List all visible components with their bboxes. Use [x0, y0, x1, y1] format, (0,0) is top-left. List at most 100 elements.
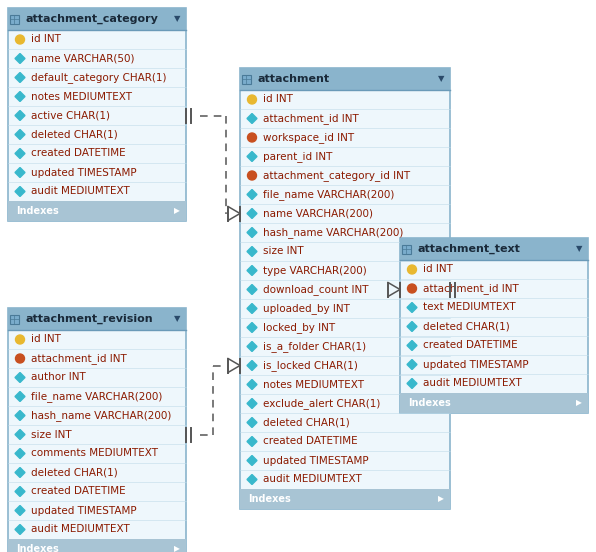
- Text: ▶: ▶: [174, 206, 180, 215]
- Text: text MEDIUMTEXT: text MEDIUMTEXT: [423, 302, 516, 312]
- Text: updated TIMESTAMP: updated TIMESTAMP: [31, 506, 136, 516]
- Bar: [400, 238, 588, 413]
- Text: uploaded_by INT: uploaded_by INT: [263, 303, 350, 314]
- Bar: [10, 14, 18, 24]
- Text: id INT: id INT: [423, 264, 453, 274]
- Text: author INT: author INT: [31, 373, 86, 383]
- Text: download_count INT: download_count INT: [263, 284, 368, 295]
- Polygon shape: [15, 187, 25, 197]
- Polygon shape: [15, 72, 25, 82]
- Text: id INT: id INT: [31, 335, 61, 344]
- Text: name VARCHAR(200): name VARCHAR(200): [263, 209, 373, 219]
- Text: deleted CHAR(1): deleted CHAR(1): [31, 468, 118, 477]
- Polygon shape: [247, 209, 257, 219]
- Text: size INT: size INT: [31, 429, 72, 439]
- Circle shape: [408, 265, 417, 274]
- Polygon shape: [407, 379, 417, 389]
- Polygon shape: [247, 114, 257, 124]
- Text: locked_by INT: locked_by INT: [263, 322, 335, 333]
- Polygon shape: [247, 151, 257, 162]
- Polygon shape: [407, 359, 417, 369]
- Text: ▼: ▼: [437, 75, 444, 83]
- Text: ▼: ▼: [173, 315, 180, 323]
- Polygon shape: [247, 266, 257, 275]
- Text: deleted CHAR(1): deleted CHAR(1): [31, 130, 118, 140]
- Text: ▼: ▼: [173, 14, 180, 24]
- Text: comments MEDIUMTEXT: comments MEDIUMTEXT: [31, 448, 158, 459]
- Bar: [402, 245, 411, 253]
- Text: attachment_category: attachment_category: [26, 14, 159, 24]
- Polygon shape: [247, 227, 257, 237]
- Text: is_locked CHAR(1): is_locked CHAR(1): [263, 360, 358, 371]
- Polygon shape: [15, 54, 25, 63]
- Text: updated TIMESTAMP: updated TIMESTAMP: [31, 167, 136, 178]
- Text: exclude_alert CHAR(1): exclude_alert CHAR(1): [263, 398, 380, 409]
- Bar: [400, 393, 588, 413]
- Polygon shape: [247, 360, 257, 370]
- Text: id INT: id INT: [263, 94, 293, 104]
- Text: attachment_category_id INT: attachment_category_id INT: [263, 170, 410, 181]
- Text: audit MEDIUMTEXT: audit MEDIUMTEXT: [263, 475, 362, 485]
- Circle shape: [247, 95, 256, 104]
- Polygon shape: [247, 284, 257, 295]
- Text: Indexes: Indexes: [16, 206, 59, 216]
- Bar: [8, 539, 186, 552]
- Polygon shape: [15, 373, 25, 383]
- Text: updated TIMESTAMP: updated TIMESTAMP: [423, 359, 529, 369]
- Polygon shape: [15, 130, 25, 140]
- Text: default_category CHAR(1): default_category CHAR(1): [31, 72, 166, 83]
- Polygon shape: [247, 380, 257, 390]
- Circle shape: [247, 133, 256, 142]
- Polygon shape: [247, 417, 257, 427]
- Circle shape: [15, 335, 24, 344]
- Circle shape: [247, 171, 256, 180]
- Polygon shape: [247, 475, 257, 485]
- Text: created DATETIME: created DATETIME: [423, 341, 517, 351]
- Polygon shape: [15, 468, 25, 477]
- Text: workspace_id INT: workspace_id INT: [263, 132, 354, 143]
- Text: updated TIMESTAMP: updated TIMESTAMP: [263, 455, 368, 465]
- Polygon shape: [407, 341, 417, 351]
- Bar: [8, 308, 186, 552]
- Polygon shape: [15, 92, 25, 102]
- Polygon shape: [15, 524, 25, 534]
- Text: file_name VARCHAR(200): file_name VARCHAR(200): [263, 189, 395, 200]
- Text: Indexes: Indexes: [248, 494, 291, 504]
- Polygon shape: [407, 302, 417, 312]
- Text: hash_name VARCHAR(200): hash_name VARCHAR(200): [31, 410, 172, 421]
- Polygon shape: [15, 148, 25, 158]
- Text: audit MEDIUMTEXT: audit MEDIUMTEXT: [31, 187, 130, 197]
- Polygon shape: [247, 399, 257, 408]
- Text: ▼: ▼: [576, 245, 582, 253]
- Text: is_a_folder CHAR(1): is_a_folder CHAR(1): [263, 341, 366, 352]
- Text: id INT: id INT: [31, 34, 61, 45]
- Polygon shape: [15, 429, 25, 439]
- Text: ▶: ▶: [438, 495, 444, 503]
- Text: active CHAR(1): active CHAR(1): [31, 110, 110, 120]
- Text: type VARCHAR(200): type VARCHAR(200): [263, 266, 367, 275]
- Polygon shape: [407, 321, 417, 332]
- Bar: [240, 68, 450, 509]
- Text: created DATETIME: created DATETIME: [31, 486, 126, 496]
- Text: ▶: ▶: [174, 544, 180, 552]
- Circle shape: [15, 354, 24, 363]
- Circle shape: [408, 284, 417, 293]
- Text: attachment: attachment: [258, 74, 330, 84]
- Text: attachment_revision: attachment_revision: [26, 314, 154, 324]
- Text: notes MEDIUMTEXT: notes MEDIUMTEXT: [31, 92, 132, 102]
- Text: created DATETIME: created DATETIME: [31, 148, 126, 158]
- Bar: [10, 315, 18, 323]
- Bar: [240, 489, 450, 509]
- Polygon shape: [247, 189, 257, 199]
- Polygon shape: [15, 411, 25, 421]
- Polygon shape: [247, 304, 257, 314]
- Polygon shape: [15, 486, 25, 496]
- Polygon shape: [15, 167, 25, 178]
- Text: ▶: ▶: [576, 399, 582, 407]
- Text: Indexes: Indexes: [408, 398, 451, 408]
- Bar: [400, 238, 588, 260]
- Bar: [240, 68, 450, 90]
- Text: attachment_text: attachment_text: [418, 244, 521, 254]
- Polygon shape: [247, 247, 257, 257]
- Polygon shape: [247, 322, 257, 332]
